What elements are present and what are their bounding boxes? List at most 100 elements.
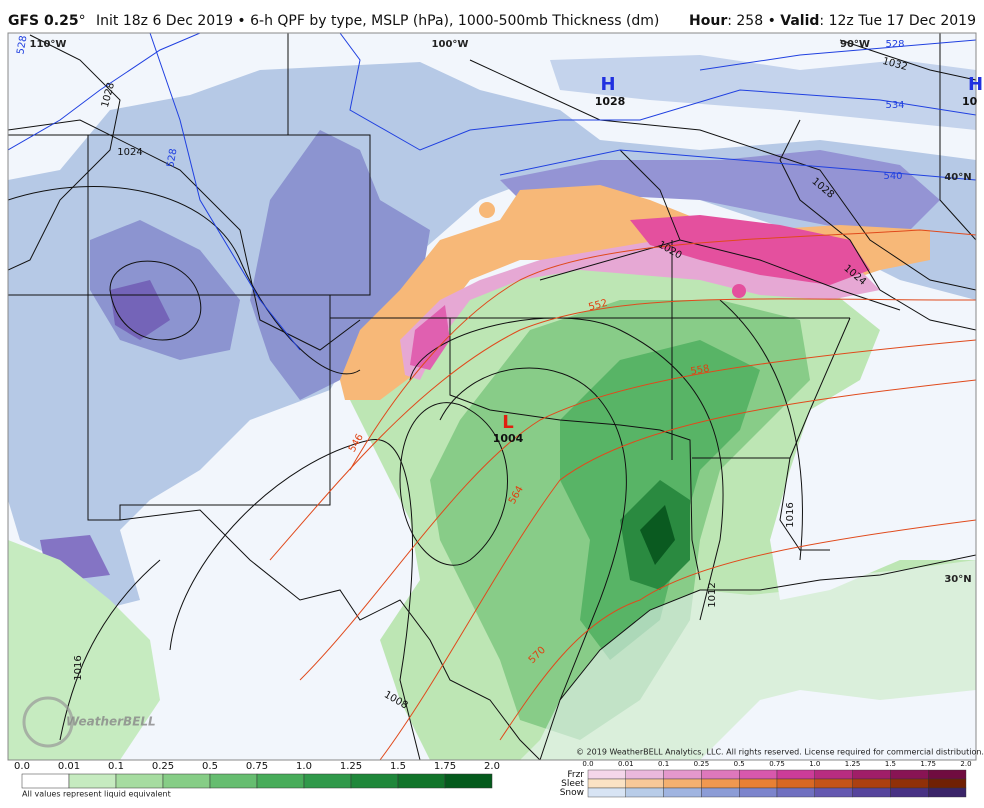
high-value: 1028 bbox=[595, 95, 626, 108]
type-scale-label: 0.0 bbox=[582, 760, 593, 768]
valid-time: Hour: 258 • Valid: 12z Tue 17 Dec 2019 bbox=[689, 13, 976, 29]
type-color bbox=[701, 778, 740, 789]
type-color bbox=[852, 778, 891, 789]
snow-moderate bbox=[250, 130, 430, 400]
isobar-label: 1016 bbox=[73, 655, 84, 680]
lon-label: 100°W bbox=[432, 39, 469, 50]
type-color bbox=[776, 778, 815, 789]
type-color bbox=[625, 769, 664, 780]
qpf-label: 1.0 bbox=[296, 761, 312, 772]
type-color bbox=[852, 787, 891, 798]
qpf-label: 0.75 bbox=[246, 761, 268, 772]
type-name: Frzr bbox=[567, 770, 584, 780]
freezing-rain bbox=[732, 284, 746, 298]
type-color bbox=[701, 787, 740, 798]
type-scale-label: 0.75 bbox=[769, 760, 785, 768]
model-name: GFS 0.25 bbox=[8, 13, 79, 29]
low-value: 1004 bbox=[493, 432, 524, 445]
lat-label: 30°N bbox=[944, 574, 971, 585]
type-color bbox=[852, 769, 891, 780]
qpf-label: 0.5 bbox=[202, 761, 218, 772]
type-color bbox=[625, 778, 664, 789]
qpf-color bbox=[303, 773, 352, 789]
type-color bbox=[587, 778, 626, 789]
type-scale-label: 1.75 bbox=[920, 760, 936, 768]
type-color bbox=[663, 778, 702, 789]
valid: : 12z Tue 17 Dec 2019 bbox=[819, 13, 976, 29]
type-color bbox=[928, 778, 967, 789]
thickness-label: 528 bbox=[165, 148, 179, 169]
qpf-label: 2.0 bbox=[484, 761, 500, 772]
thickness-label: 528 bbox=[15, 35, 29, 56]
type-color bbox=[928, 769, 967, 780]
type-color bbox=[890, 778, 929, 789]
rain-light bbox=[8, 540, 160, 760]
type-color bbox=[928, 787, 967, 798]
sleet bbox=[479, 202, 495, 218]
map: 110°W 100°W 90°W 40°N 30°N H 1028 L 1004… bbox=[7, 32, 984, 761]
freezing-rain-heavy bbox=[630, 215, 870, 285]
lon-label: 90°W bbox=[840, 39, 870, 50]
hour: : 258 • bbox=[727, 13, 780, 29]
qpf-label: 0.01 bbox=[58, 761, 80, 772]
thickness-label: 528 bbox=[885, 39, 904, 50]
map-frame bbox=[7, 32, 977, 761]
type-color bbox=[739, 787, 778, 798]
type-scale-label: 0.5 bbox=[734, 760, 745, 768]
copyright: © 2019 WeatherBELL Analytics, LLC. All r… bbox=[576, 748, 984, 757]
qpf-color bbox=[397, 773, 446, 789]
low-symbol: L bbox=[502, 412, 513, 433]
qpf-label: 1.5 bbox=[390, 761, 406, 772]
high-value: 10 bbox=[962, 95, 978, 108]
type-color bbox=[890, 769, 929, 780]
type-color bbox=[701, 769, 740, 780]
thickness-label: 558 bbox=[690, 363, 711, 377]
lon-label: 110°W bbox=[30, 39, 67, 50]
legend: 0.0 0.01 0.1 0.25 0.5 0.75 1.0 1.25 1.5 1.75 2.0 Al… bbox=[14, 760, 972, 799]
hour-label: Hour bbox=[689, 13, 727, 29]
logo: WeatherBELL bbox=[66, 715, 156, 729]
qpf-color bbox=[115, 773, 164, 789]
type-color bbox=[663, 787, 702, 798]
type-color bbox=[814, 769, 853, 780]
thickness-label: 534 bbox=[885, 100, 904, 111]
run-info: Init 18z 6 Dec 2019 • 6-h QPF by type, M… bbox=[96, 13, 659, 29]
type-color bbox=[814, 778, 853, 789]
isobar-label: 1024 bbox=[117, 147, 142, 158]
qpf-color bbox=[350, 773, 399, 789]
type-name: Snow bbox=[560, 788, 584, 798]
qpf-color bbox=[209, 773, 258, 789]
qpf-color bbox=[68, 773, 117, 789]
type-scale-label: 2.0 bbox=[960, 760, 971, 768]
qpf-label: 1.25 bbox=[340, 761, 362, 772]
high-symbol: H bbox=[600, 74, 615, 95]
qpf-label: 0.0 bbox=[14, 761, 30, 772]
type-scale-label: 1.25 bbox=[845, 760, 861, 768]
type-scale-label: 1.0 bbox=[809, 760, 820, 768]
type-name: Sleet bbox=[561, 779, 584, 789]
type-color bbox=[587, 787, 626, 798]
snow-moderate bbox=[500, 150, 940, 240]
type-color bbox=[663, 769, 702, 780]
valid-label: Valid bbox=[780, 13, 819, 29]
type-color bbox=[776, 769, 815, 780]
qpf-label: 0.25 bbox=[152, 761, 174, 772]
thickness-label: 552 bbox=[587, 298, 608, 314]
qpf-label: 1.75 bbox=[434, 761, 456, 772]
qpf-color bbox=[162, 773, 211, 789]
type-scale-label: 0.01 bbox=[618, 760, 634, 768]
qpf-color bbox=[21, 773, 70, 789]
type-color bbox=[587, 769, 626, 780]
qpf-color bbox=[256, 773, 305, 789]
degree: ° bbox=[79, 13, 86, 29]
type-color bbox=[625, 787, 664, 798]
type-color bbox=[739, 769, 778, 780]
thickness-label: 540 bbox=[883, 171, 902, 182]
type-scale-label: 1.5 bbox=[885, 760, 896, 768]
type-scale-label: 0.1 bbox=[658, 760, 669, 768]
legend-note: All values represent liquid equivalent bbox=[22, 790, 171, 799]
type-color bbox=[739, 778, 778, 789]
isobar-label: 1012 bbox=[707, 582, 718, 607]
type-color bbox=[890, 787, 929, 798]
